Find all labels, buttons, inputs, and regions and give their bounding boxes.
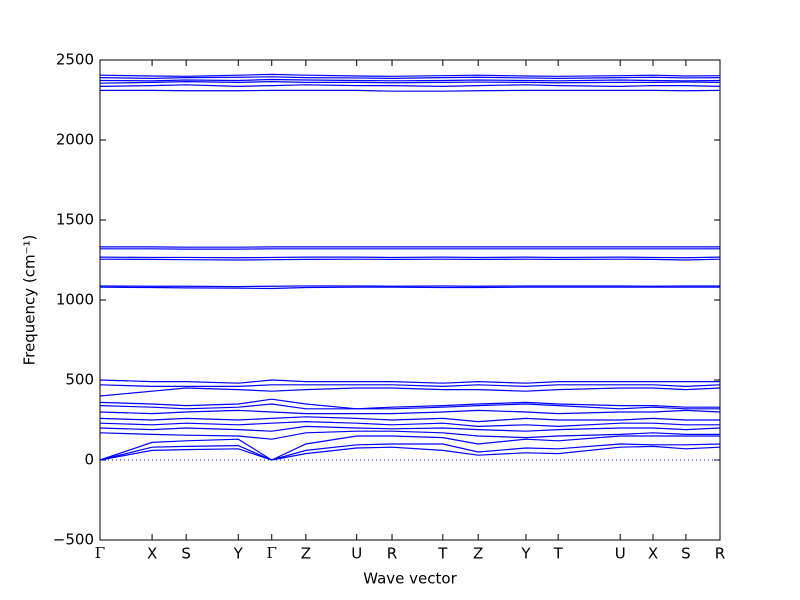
x-tick-label: R <box>715 545 725 563</box>
band-line <box>99 285 720 288</box>
y-tick-label: −500 <box>53 531 94 549</box>
x-tick-label: R <box>387 545 397 563</box>
y-tick-label: 1500 <box>56 211 94 229</box>
band-line <box>99 425 721 432</box>
x-tick-label: U <box>615 545 626 563</box>
y-axis-label: Frequency (cm⁻¹) <box>21 235 39 366</box>
band-line <box>99 445 721 461</box>
x-tick-label: U <box>351 545 362 563</box>
x-axis-label: Wave vector <box>363 570 457 588</box>
band-line <box>99 286 720 290</box>
band-line <box>99 420 720 428</box>
y-tick-label: 2500 <box>56 51 94 69</box>
x-tick-label: X <box>147 545 157 563</box>
band-line <box>99 398 720 410</box>
y-tick-label: 500 <box>65 371 94 389</box>
x-tick-label: S <box>181 545 191 563</box>
y-tick-label: 0 <box>84 451 94 469</box>
band-line <box>99 430 720 440</box>
x-tick-label: X <box>648 545 658 563</box>
band-line <box>99 384 721 388</box>
band-line <box>99 84 721 88</box>
band-line <box>99 409 721 415</box>
x-tick-label: Z <box>301 545 311 563</box>
x-tick-label: T <box>553 545 564 563</box>
band-line <box>100 89 721 92</box>
x-tick-label: Y <box>520 545 531 563</box>
x-tick-label: Γ <box>267 544 277 562</box>
band-line <box>99 256 721 259</box>
x-tick-label: Γ <box>95 544 105 562</box>
x-tick-label: T <box>437 545 448 563</box>
band-line <box>99 379 720 384</box>
band-line <box>99 403 720 410</box>
x-tick-label: Y <box>233 545 244 563</box>
band-line <box>99 76 721 80</box>
plot-frame <box>99 59 721 541</box>
band-line <box>99 435 720 461</box>
band-line <box>99 443 721 461</box>
band-line <box>99 416 720 423</box>
y-tick-label: 2000 <box>56 131 94 149</box>
band-line <box>99 78 721 82</box>
x-tick-label: Z <box>473 545 483 563</box>
band-line <box>99 387 721 397</box>
x-tick-label: S <box>681 545 691 563</box>
band-line <box>99 73 721 77</box>
band-line <box>99 80 721 84</box>
band-line <box>99 258 721 261</box>
y-tick-label: 1000 <box>56 291 94 309</box>
